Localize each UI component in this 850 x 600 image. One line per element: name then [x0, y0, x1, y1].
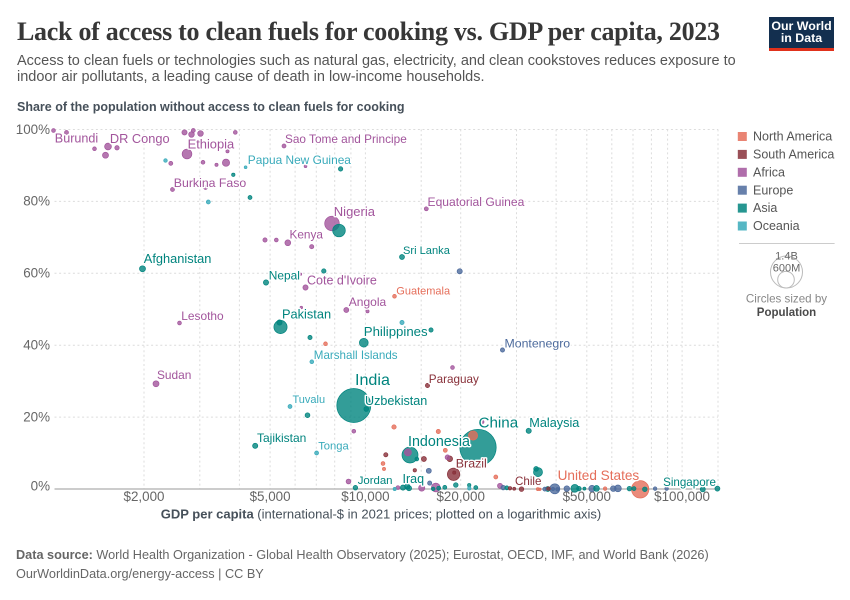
svg-text:China: China: [479, 415, 519, 432]
svg-text:Circles sized by: Circles sized by: [746, 293, 827, 306]
svg-text:60%: 60%: [23, 266, 50, 281]
svg-text:Tonga: Tonga: [318, 441, 349, 453]
svg-text:1.4B: 1.4B: [775, 251, 798, 263]
svg-text:Malaysia: Malaysia: [529, 416, 580, 430]
svg-text:80%: 80%: [23, 194, 50, 209]
svg-text:20%: 20%: [23, 409, 50, 424]
svg-text:Singapore: Singapore: [663, 476, 716, 489]
svg-text:Europe: Europe: [753, 183, 793, 197]
svg-text:Jordan: Jordan: [358, 475, 393, 487]
svg-text:Marshall Islands: Marshall Islands: [314, 349, 398, 362]
svg-text:100%: 100%: [16, 122, 50, 137]
svg-text:Angola: Angola: [349, 295, 387, 309]
svg-text:Chile: Chile: [515, 475, 541, 488]
svg-text:$5,000: $5,000: [250, 489, 291, 504]
svg-text:Paraguay: Paraguay: [429, 373, 479, 386]
svg-text:0%: 0%: [31, 479, 50, 494]
svg-text:Oceania: Oceania: [753, 219, 800, 233]
svg-text:Ethiopia: Ethiopia: [188, 137, 235, 152]
svg-text:United States: United States: [558, 468, 640, 483]
svg-text:Pakistan: Pakistan: [282, 307, 331, 322]
svg-text:Cote d'Ivoire: Cote d'Ivoire: [307, 273, 377, 287]
svg-text:Kenya: Kenya: [290, 227, 324, 241]
svg-text:Nepal: Nepal: [269, 269, 300, 283]
svg-text:North America: North America: [753, 130, 832, 144]
svg-text:DR Congo: DR Congo: [110, 131, 170, 146]
svg-text:Population: Population: [757, 307, 816, 319]
svg-text:Guatemala: Guatemala: [396, 286, 451, 298]
svg-text:Tajikistan: Tajikistan: [257, 431, 306, 445]
svg-text:Philippines: Philippines: [364, 324, 428, 339]
svg-text:South America: South America: [753, 148, 834, 162]
svg-text:Afghanistan: Afghanistan: [144, 251, 212, 266]
svg-text:Burundi: Burundi: [55, 132, 98, 146]
svg-text:$2,000: $2,000: [124, 489, 165, 504]
svg-text:$50,000: $50,000: [563, 489, 611, 504]
svg-text:Iraq: Iraq: [403, 472, 425, 486]
svg-text:Equatorial Guinea: Equatorial Guinea: [428, 195, 525, 209]
svg-text:Montenegro: Montenegro: [505, 336, 571, 350]
svg-text:40%: 40%: [23, 338, 50, 353]
svg-text:Nigeria: Nigeria: [334, 204, 376, 219]
svg-text:Indonesia: Indonesia: [408, 434, 470, 450]
svg-text:$10,000: $10,000: [341, 489, 389, 504]
svg-text:Sudan: Sudan: [157, 368, 191, 382]
svg-text:GDP per capita (international-: GDP per capita (international-$ in 2021 …: [161, 507, 602, 522]
svg-text:Sao Tome and Principe: Sao Tome and Principe: [285, 132, 407, 146]
svg-text:Brazil: Brazil: [456, 457, 487, 471]
svg-text:Sri Lanka: Sri Lanka: [403, 245, 451, 257]
svg-text:600M: 600M: [773, 262, 801, 274]
svg-text:Africa: Africa: [753, 165, 785, 179]
svg-text:Burkina Faso: Burkina Faso: [174, 176, 247, 190]
svg-text:$100,000: $100,000: [654, 489, 710, 504]
svg-text:Lesotho: Lesotho: [181, 309, 224, 323]
svg-text:India: India: [355, 371, 390, 389]
svg-text:Tuvalu: Tuvalu: [293, 394, 326, 406]
svg-text:Uzbekistan: Uzbekistan: [365, 394, 427, 408]
svg-text:Asia: Asia: [753, 201, 777, 215]
svg-text:Papua New Guinea: Papua New Guinea: [248, 153, 352, 167]
svg-text:$20,000: $20,000: [436, 489, 484, 504]
